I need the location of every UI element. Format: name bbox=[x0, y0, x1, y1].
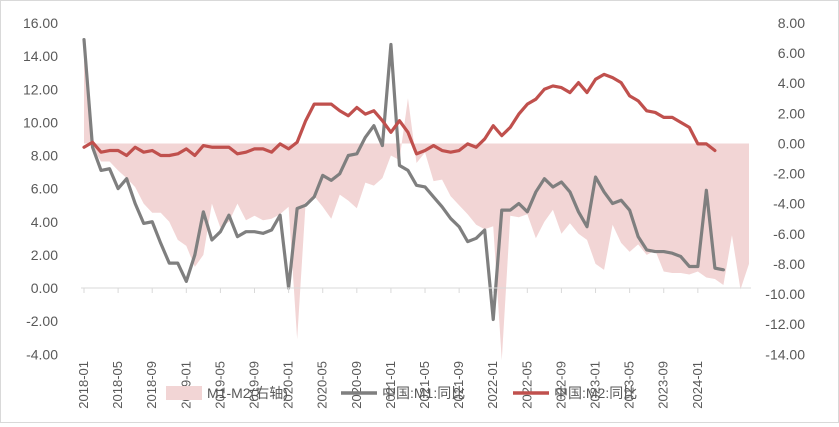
left-tick-label: 12.00 bbox=[23, 81, 58, 97]
left-tick-label: 0.00 bbox=[31, 280, 58, 296]
right-tick-label: -2.00 bbox=[773, 166, 805, 182]
right-tick-label: 2.00 bbox=[778, 105, 805, 121]
left-tick-label: 16.00 bbox=[23, 15, 58, 31]
left-tick-label: 14.00 bbox=[23, 48, 58, 64]
x-tick-label: 2021-01 bbox=[383, 361, 398, 409]
right-tick-label: 0.00 bbox=[778, 135, 805, 151]
right-tick-label: -10.00 bbox=[765, 286, 805, 302]
legend-label-2: 中国:M2:同比 bbox=[554, 385, 637, 401]
left-tick-label: 2.00 bbox=[31, 247, 58, 263]
right-tick-label: -4.00 bbox=[773, 196, 805, 212]
legend-label-0: M1-M2(右轴) bbox=[207, 385, 288, 401]
left-tick-label: 10.00 bbox=[23, 114, 58, 130]
left-tick-label: -4.00 bbox=[26, 346, 58, 362]
legend-swatch-0 bbox=[166, 386, 202, 400]
x-tick-label: 2018-05 bbox=[110, 361, 125, 409]
axis-layer: -4.00 -2.00 0.00 2.00 4.00 6.00 8.00 10.00 12.00… bbox=[23, 15, 805, 409]
line-series-1 bbox=[82, 37, 726, 322]
right-tick-label: -8.00 bbox=[773, 256, 805, 272]
x-tick-label: 2023-05 bbox=[622, 361, 637, 409]
x-tick-label: 2018-09 bbox=[144, 361, 159, 409]
x-tick-label: 2022-09 bbox=[553, 361, 568, 409]
x-tick-label: 2021-05 bbox=[417, 361, 432, 409]
x-tick-label: 2019-05 bbox=[212, 361, 227, 409]
legend: M1-M2(右轴) 中国:M1:同比 中国:M2:同比 bbox=[166, 385, 637, 401]
right-tick-label: 4.00 bbox=[778, 75, 805, 91]
right-tick-label: -14.00 bbox=[765, 346, 805, 362]
right-tick-label: -12.00 bbox=[765, 316, 805, 332]
left-tick-label: 4.00 bbox=[31, 214, 58, 230]
right-tick-label: 6.00 bbox=[778, 45, 805, 61]
x-tick-label: 2020-01 bbox=[281, 361, 296, 409]
right-tick-label: 8.00 bbox=[778, 15, 805, 31]
left-tick-label: -2.00 bbox=[26, 313, 58, 329]
x-tick-label: 2019-01 bbox=[178, 361, 193, 409]
x-tick-label: 2019-09 bbox=[247, 361, 262, 409]
right-tick-label: -6.00 bbox=[773, 226, 805, 242]
x-tick-label: 2022-01 bbox=[485, 361, 500, 409]
x-tick-label: 2023-01 bbox=[588, 361, 603, 409]
line-layer bbox=[82, 37, 726, 322]
area-series-0 bbox=[84, 45, 749, 361]
x-tick-label: 2020-05 bbox=[315, 361, 330, 409]
x-tick-label: 2024-01 bbox=[690, 361, 705, 409]
legend-label-1: 中国:M1:同比 bbox=[382, 385, 465, 401]
area-layer bbox=[84, 45, 749, 361]
x-tick-label: 2021-09 bbox=[451, 361, 466, 409]
line-series-2 bbox=[82, 72, 717, 158]
x-tick-label: 2022-05 bbox=[519, 361, 534, 409]
x-tick-label: 2023-09 bbox=[656, 361, 671, 409]
x-tick-label: 2018-01 bbox=[76, 361, 91, 409]
left-tick-label: 6.00 bbox=[31, 181, 58, 197]
x-tick-label: 2020-09 bbox=[349, 361, 364, 409]
left-tick-label: 8.00 bbox=[31, 148, 58, 164]
